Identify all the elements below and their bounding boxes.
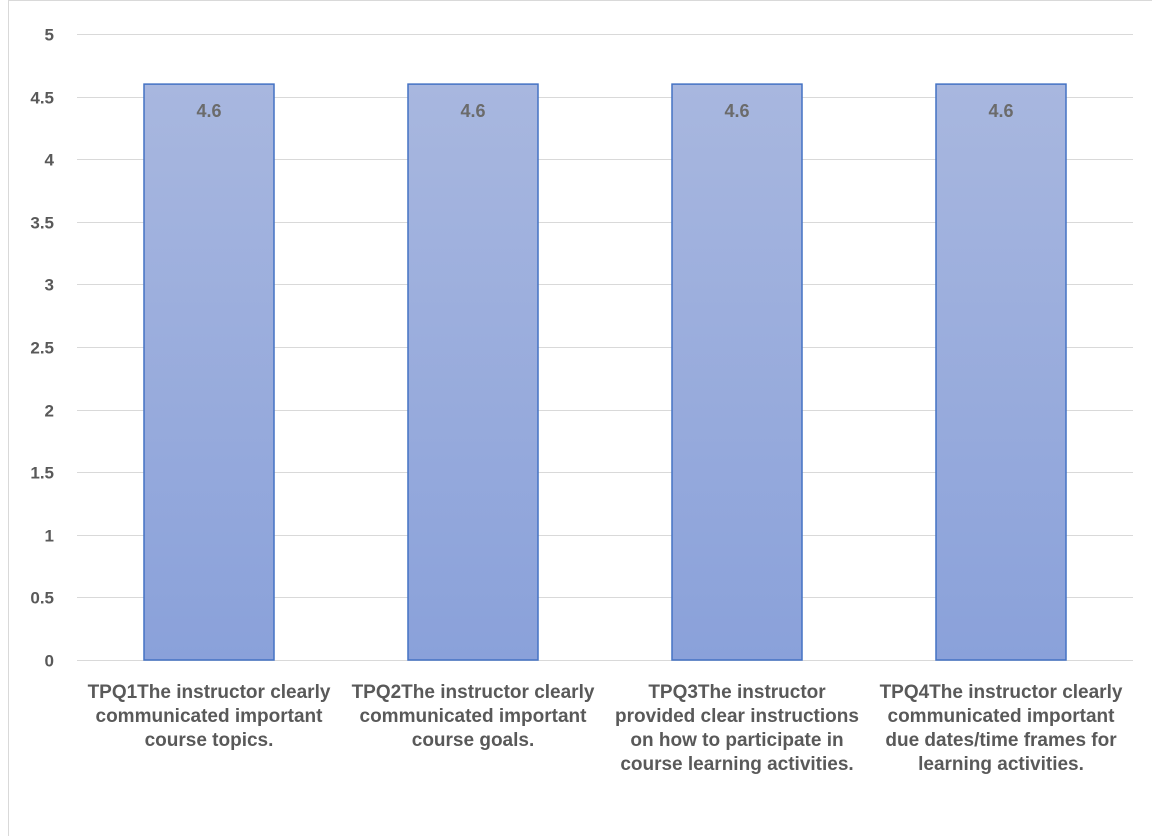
x-tick-label: TPQ1The instructor clearly communicated … — [87, 682, 331, 751]
x-tick-label: TPQ3The instructor provided clear instru… — [615, 682, 859, 775]
y-axis-tick-labels: 0 0.5 1 1.5 2 2.5 3 3.5 4 4.5 5 — [30, 26, 54, 671]
bar — [671, 83, 803, 661]
y-tick-label: 0.5 — [30, 589, 54, 608]
data-label: 4.6 — [988, 101, 1013, 121]
data-labels: 4.6 4.6 4.6 4.6 — [196, 101, 1013, 121]
y-tick-label: 5 — [45, 26, 54, 45]
data-label: 4.6 — [460, 101, 485, 121]
y-tick-label: 4.5 — [30, 89, 54, 108]
bar — [935, 83, 1067, 661]
y-tick-label: 2 — [45, 402, 54, 421]
y-tick-label: 3.5 — [30, 214, 54, 233]
bar — [407, 83, 539, 661]
y-tick-label: 3 — [45, 276, 54, 295]
y-tick-label: 1 — [45, 527, 54, 546]
y-tick-label: 1.5 — [30, 464, 54, 483]
bars — [143, 83, 1067, 661]
y-tick-label: 2.5 — [30, 339, 54, 358]
x-tick-label: TPQ4The instructor clearly communicated … — [879, 682, 1123, 775]
data-label: 4.6 — [196, 101, 221, 121]
bar — [143, 83, 275, 661]
y-tick-label: 4 — [45, 151, 55, 170]
y-tick-label: 0 — [45, 652, 54, 671]
x-tick-label: TPQ2The instructor clearly communicated … — [351, 682, 595, 751]
data-label: 4.6 — [724, 101, 749, 121]
